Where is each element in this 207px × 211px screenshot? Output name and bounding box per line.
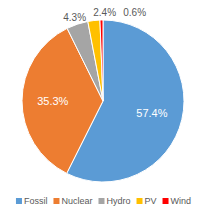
- legend: Fossil Nuclear Hydro PV Wind: [16, 196, 191, 206]
- data-label: 2.4%: [93, 7, 116, 18]
- chart: 57.4% 35.3% 4.3% 2.4% 0.6% Fossil Nuclear Hydro…: [0, 0, 207, 211]
- data-label: 0.6%: [123, 7, 146, 18]
- legend-label: PV: [145, 196, 157, 206]
- legend-label: Nuclear: [61, 196, 92, 206]
- data-label: 57.4%: [136, 107, 167, 119]
- slices: [22, 20, 184, 182]
- legend-label: Wind: [171, 196, 192, 206]
- slice: [88, 20, 103, 101]
- slice: [100, 20, 103, 101]
- legend-swatch: [98, 198, 104, 204]
- data-labels: 57.4% 35.3% 4.3% 2.4% 0.6%: [37, 7, 167, 119]
- legend-swatch: [137, 198, 143, 204]
- data-label: 35.3%: [37, 95, 68, 107]
- legend-label: Fossil: [24, 196, 48, 206]
- data-label: 4.3%: [63, 12, 86, 23]
- legend-swatch: [163, 198, 169, 204]
- legend-swatch: [53, 198, 59, 204]
- legend-label: Hydro: [106, 196, 130, 206]
- legend-swatch: [16, 198, 22, 204]
